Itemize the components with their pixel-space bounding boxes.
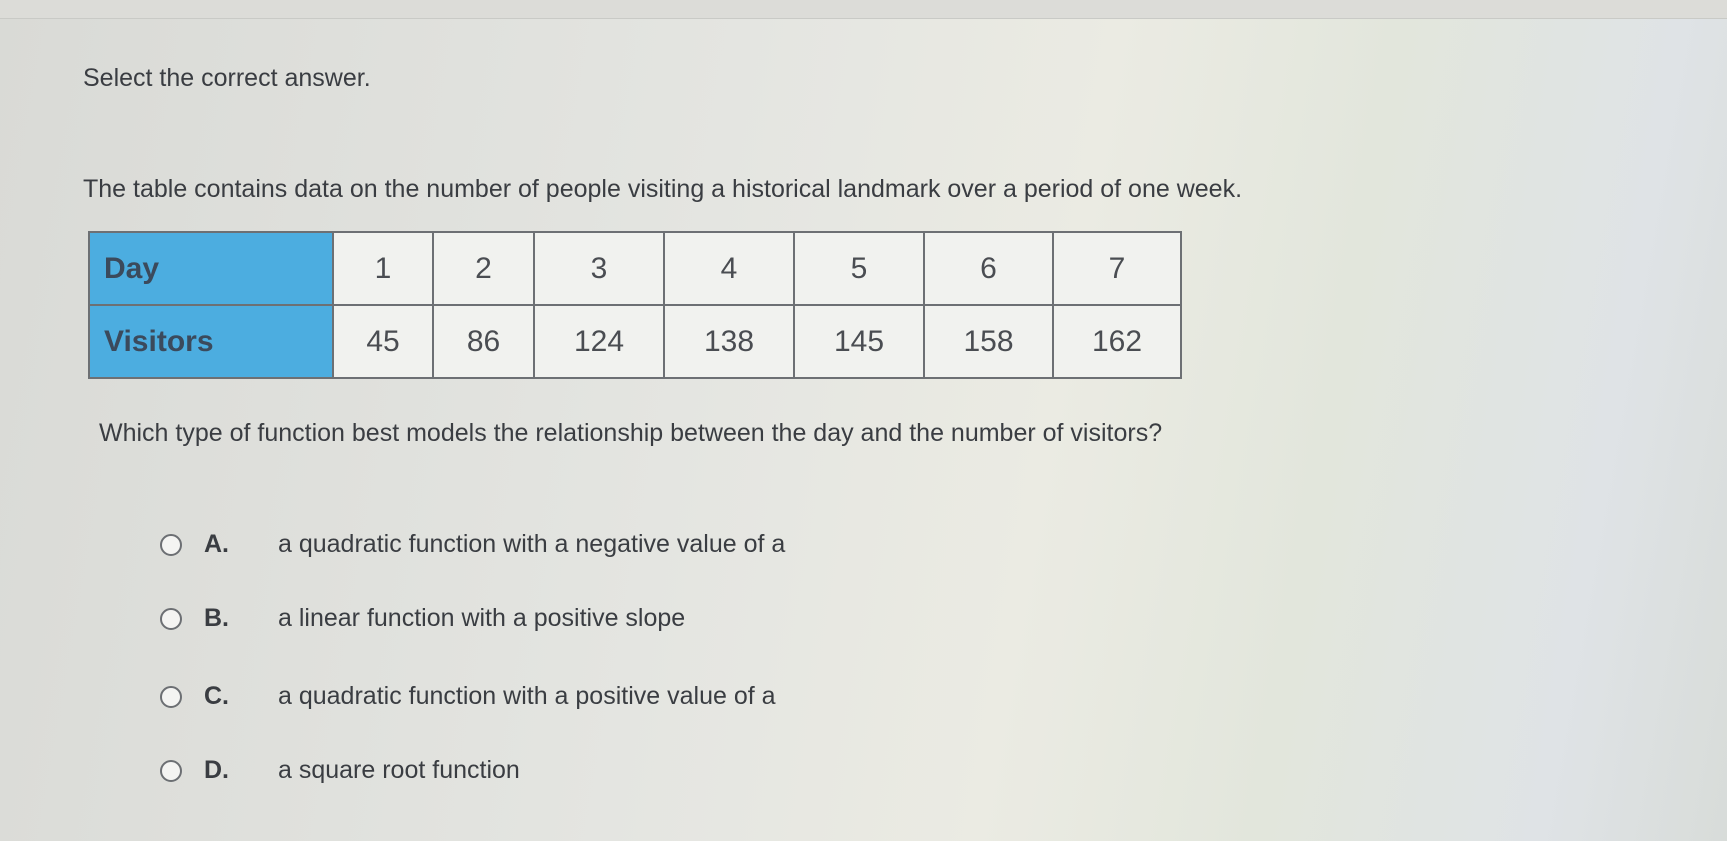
table-cell: 158 [923, 304, 1054, 379]
table-cell: 162 [1052, 304, 1182, 379]
radio-button[interactable] [160, 685, 182, 708]
table-cell: 2 [432, 231, 535, 306]
radio-button[interactable] [160, 759, 182, 782]
option-c[interactable]: C. a quadratic function with a positive … [160, 682, 776, 711]
table-cell: 7 [1052, 231, 1182, 306]
table-cell: 124 [533, 304, 665, 379]
table-cell: 6 [923, 231, 1054, 306]
top-bar [0, 0, 1727, 19]
data-table: Day 1 2 3 4 5 6 7 Visitors 45 86 124 138… [88, 231, 1182, 379]
option-d[interactable]: D. a square root function [160, 756, 520, 785]
option-letter: D. [204, 756, 229, 784]
option-text: a linear function with a positive slope [278, 604, 686, 632]
table-cell: 138 [663, 304, 795, 379]
row-header-day: Day [88, 231, 334, 306]
table-cell: 145 [793, 304, 925, 379]
table-cell: 45 [332, 304, 434, 379]
radio-button[interactable] [160, 607, 182, 630]
table-row: Day 1 2 3 4 5 6 7 [88, 231, 1182, 306]
option-b[interactable]: B. a linear function with a positive slo… [160, 604, 685, 633]
table-cell: 5 [793, 231, 925, 306]
table-cell: 86 [432, 304, 535, 379]
option-a[interactable]: A. a quadratic function with a negative … [160, 530, 785, 559]
table-cell: 4 [663, 231, 795, 306]
option-text: a quadratic function with a negative val… [278, 530, 786, 558]
option-text: a quadratic function with a positive val… [278, 682, 776, 710]
table-cell: 1 [332, 231, 434, 306]
row-header-visitors: Visitors [88, 304, 334, 379]
option-letter: A. [204, 530, 229, 558]
question: Which type of function best models the r… [99, 419, 1163, 447]
radio-button[interactable] [160, 533, 182, 556]
question-stem: The table contains data on the number of… [83, 175, 1243, 203]
option-letter: C. [204, 682, 229, 710]
instruction: Select the correct answer. [83, 64, 371, 92]
option-letter: B. [204, 604, 229, 632]
table-row: Visitors 45 86 124 138 145 158 162 [88, 304, 1182, 379]
option-text: a square root function [278, 756, 520, 784]
table-cell: 3 [533, 231, 665, 306]
